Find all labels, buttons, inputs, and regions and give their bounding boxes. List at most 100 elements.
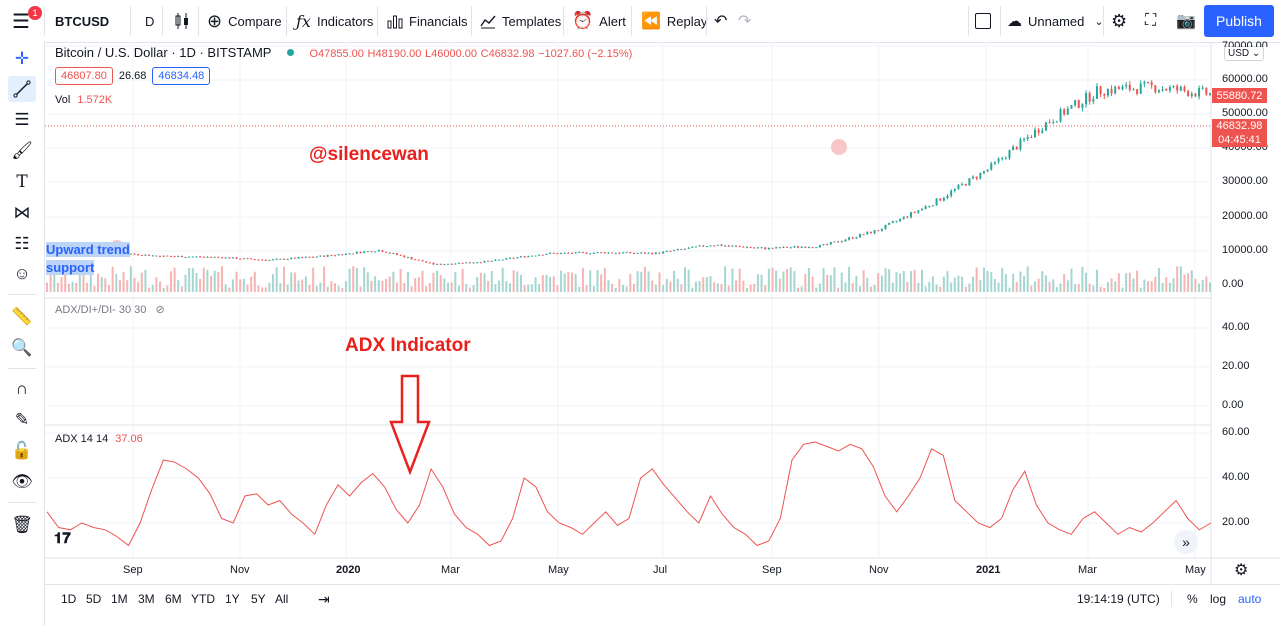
publish-button[interactable]: Publish xyxy=(1204,5,1274,37)
clock-display[interactable]: 19:14:19 (UTC) xyxy=(1077,592,1160,606)
range-button-1d[interactable]: 1D xyxy=(61,592,77,606)
eye-off-icon[interactable]: ⊘ xyxy=(155,304,165,316)
candle-body xyxy=(250,258,253,260)
axis-settings-button[interactable]: ⚙ xyxy=(1234,560,1248,580)
date-range-button[interactable]: ⇥ xyxy=(318,585,330,613)
volume-bar xyxy=(1103,287,1106,292)
volume-bar xyxy=(665,278,668,292)
range-button-1y[interactable]: 1Y xyxy=(225,592,240,606)
interval-button[interactable]: D xyxy=(145,13,155,29)
crosshair-tool[interactable]: ✛ xyxy=(8,46,36,72)
replay-button[interactable]: ⏪ Replay xyxy=(641,0,707,42)
magnet-tool[interactable]: ∩ xyxy=(8,376,36,402)
candle-body xyxy=(742,246,745,248)
plus-circle-icon: ⊕ xyxy=(207,10,223,31)
layout-select-button[interactable] xyxy=(975,0,991,42)
financials-button[interactable]: Financials xyxy=(387,0,468,42)
candle-body xyxy=(931,205,934,207)
prediction-tool[interactable]: ☷ xyxy=(8,231,36,257)
volume-bar xyxy=(60,277,63,292)
arrow-annotation xyxy=(389,374,431,476)
fib-tool[interactable]: ☰ xyxy=(8,107,36,133)
volume-bar xyxy=(406,271,409,292)
alert-button[interactable]: ⏰ Alert xyxy=(572,0,626,42)
volume-bar xyxy=(851,283,854,292)
hide-tool[interactable]: 👁 xyxy=(8,469,36,495)
candle-body xyxy=(217,256,220,258)
redo-button[interactable]: ↷ xyxy=(738,0,751,42)
range-button-ytd[interactable]: YTD xyxy=(191,592,215,606)
trend-line-tool[interactable] xyxy=(8,76,36,102)
candle-body xyxy=(753,247,756,249)
snapshot-button[interactable]: 📷 xyxy=(1176,0,1196,42)
range-button-all[interactable]: All xyxy=(275,592,289,606)
volume-bar xyxy=(1037,278,1040,292)
candle-body xyxy=(622,252,625,254)
volume-bar xyxy=(705,277,708,292)
volume-bar xyxy=(840,272,843,292)
candle-body xyxy=(261,259,264,261)
currency-select[interactable]: USD ⌄ xyxy=(1224,46,1265,61)
range-button-5y[interactable]: 5Y xyxy=(251,592,266,606)
indicators-button[interactable]: ƒx Indicators xyxy=(296,0,373,42)
templates-button[interactable]: Templates xyxy=(480,0,561,42)
settings-button[interactable]: ⚙ xyxy=(1111,0,1127,42)
lock-tool[interactable]: 🔓 xyxy=(8,438,36,464)
range-button-5d[interactable]: 5D xyxy=(86,592,102,606)
chart-canvas[interactable] xyxy=(45,42,1280,584)
menu-button[interactable]: ☰ xyxy=(12,0,30,42)
chart-style-button[interactable] xyxy=(174,0,190,42)
undo-icon: ↶ xyxy=(714,13,728,30)
volume-bar xyxy=(220,266,223,292)
volume-bar xyxy=(290,272,293,292)
range-button-6m[interactable]: 6M xyxy=(165,592,182,606)
market-status-dot xyxy=(286,49,294,56)
measure-tool[interactable]: 📏 xyxy=(8,304,36,330)
gear-icon: ⚙ xyxy=(1234,562,1249,579)
volume-bar xyxy=(942,276,945,292)
volume-bar xyxy=(341,287,344,292)
buy-price-button[interactable]: 46834.48 xyxy=(152,67,211,85)
zoom-tool[interactable]: 🔍 xyxy=(8,335,36,361)
volume-bar xyxy=(250,276,253,292)
remove-drawings-tool[interactable]: 🗑 xyxy=(8,512,36,538)
candle-body xyxy=(381,250,384,252)
layout-name-button[interactable]: ☁ Unnamed ⌄ xyxy=(1007,0,1104,42)
scroll-to-realtime-button[interactable]: » xyxy=(1174,530,1198,554)
candle-body xyxy=(939,198,942,201)
log-toggle[interactable]: log xyxy=(1210,592,1227,606)
volume-bar xyxy=(993,278,996,292)
brush-tool[interactable]: 🖌 xyxy=(8,138,36,164)
volume-bar xyxy=(443,278,446,292)
tradingview-logo: 𝟏𝟕 xyxy=(54,530,71,547)
undo-button[interactable]: ↶ xyxy=(714,0,727,42)
candle-body xyxy=(1095,86,1098,99)
icons-tool[interactable]: ☺ xyxy=(8,261,36,287)
sell-price-button[interactable]: 46807.80 xyxy=(55,67,113,85)
compare-button[interactable]: ⊕ Compare xyxy=(207,0,282,42)
candle-body xyxy=(560,253,563,255)
pattern-tool[interactable]: ⋈ xyxy=(8,200,36,226)
auto-toggle[interactable]: auto xyxy=(1238,592,1262,606)
percent-toggle[interactable]: % xyxy=(1187,592,1198,606)
stay-drawing-tool[interactable]: ✎ xyxy=(8,407,36,433)
range-button-3m[interactable]: 3M xyxy=(138,592,155,606)
volume-bar xyxy=(1205,276,1208,292)
candle-body xyxy=(1103,94,1106,96)
candle-body xyxy=(1128,84,1131,91)
range-button-1m[interactable]: 1M xyxy=(111,592,128,606)
symbol-search-button[interactable]: BTCUSD xyxy=(55,13,110,29)
text-tool[interactable]: T xyxy=(8,169,36,195)
candle-body xyxy=(694,246,697,248)
candle-body xyxy=(738,245,741,247)
candle-body xyxy=(859,234,862,238)
volume-bar xyxy=(527,284,530,292)
volume-bar xyxy=(968,283,971,292)
candle-body xyxy=(399,254,402,256)
fullscreen-button[interactable]: ⛶ xyxy=(1145,0,1156,42)
volume-bar xyxy=(698,281,701,292)
volume-bar xyxy=(990,272,993,292)
candle-body xyxy=(457,262,460,264)
volume-bar xyxy=(756,274,759,292)
candle-body xyxy=(545,253,548,255)
